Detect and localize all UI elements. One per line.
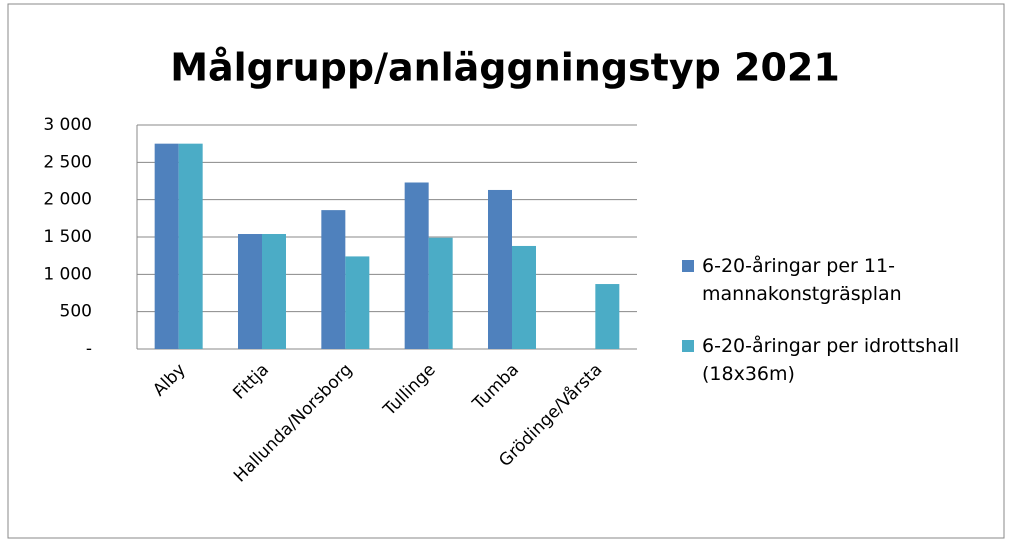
y-tick-label: 2 000	[43, 190, 92, 210]
bar	[238, 234, 262, 349]
legend-swatch	[682, 340, 694, 352]
y-tick-label: 500	[60, 302, 92, 322]
bar	[262, 234, 286, 349]
legend-swatch	[682, 260, 694, 272]
bar	[154, 143, 179, 349]
legend-item: 6-20-åringar per 11-mannakonstgräsplan	[682, 252, 1000, 308]
bar	[428, 237, 453, 349]
bar	[178, 143, 203, 349]
y-tick-label: 1 000	[43, 264, 92, 284]
y-tick-label: 3 000	[43, 115, 92, 135]
bar	[488, 189, 512, 349]
y-tick-label: 1 500	[43, 227, 92, 247]
bar	[321, 210, 346, 349]
legend-item: 6-20-åringar per idrottshall (18x36m)	[682, 332, 1000, 388]
y-tick-label: -	[86, 339, 92, 359]
bar	[595, 284, 620, 349]
bar	[404, 182, 429, 349]
y-tick-label: 2 500	[43, 152, 92, 172]
legend-label: 6-20-åringar per idrottshall (18x36m)	[702, 335, 960, 385]
bar	[512, 245, 536, 349]
chart-title: Målgrupp/anläggningstyp 2021	[170, 46, 840, 90]
bar	[345, 256, 370, 349]
legend-label: 6-20-åringar per 11-mannakonstgräsplan	[702, 255, 902, 305]
